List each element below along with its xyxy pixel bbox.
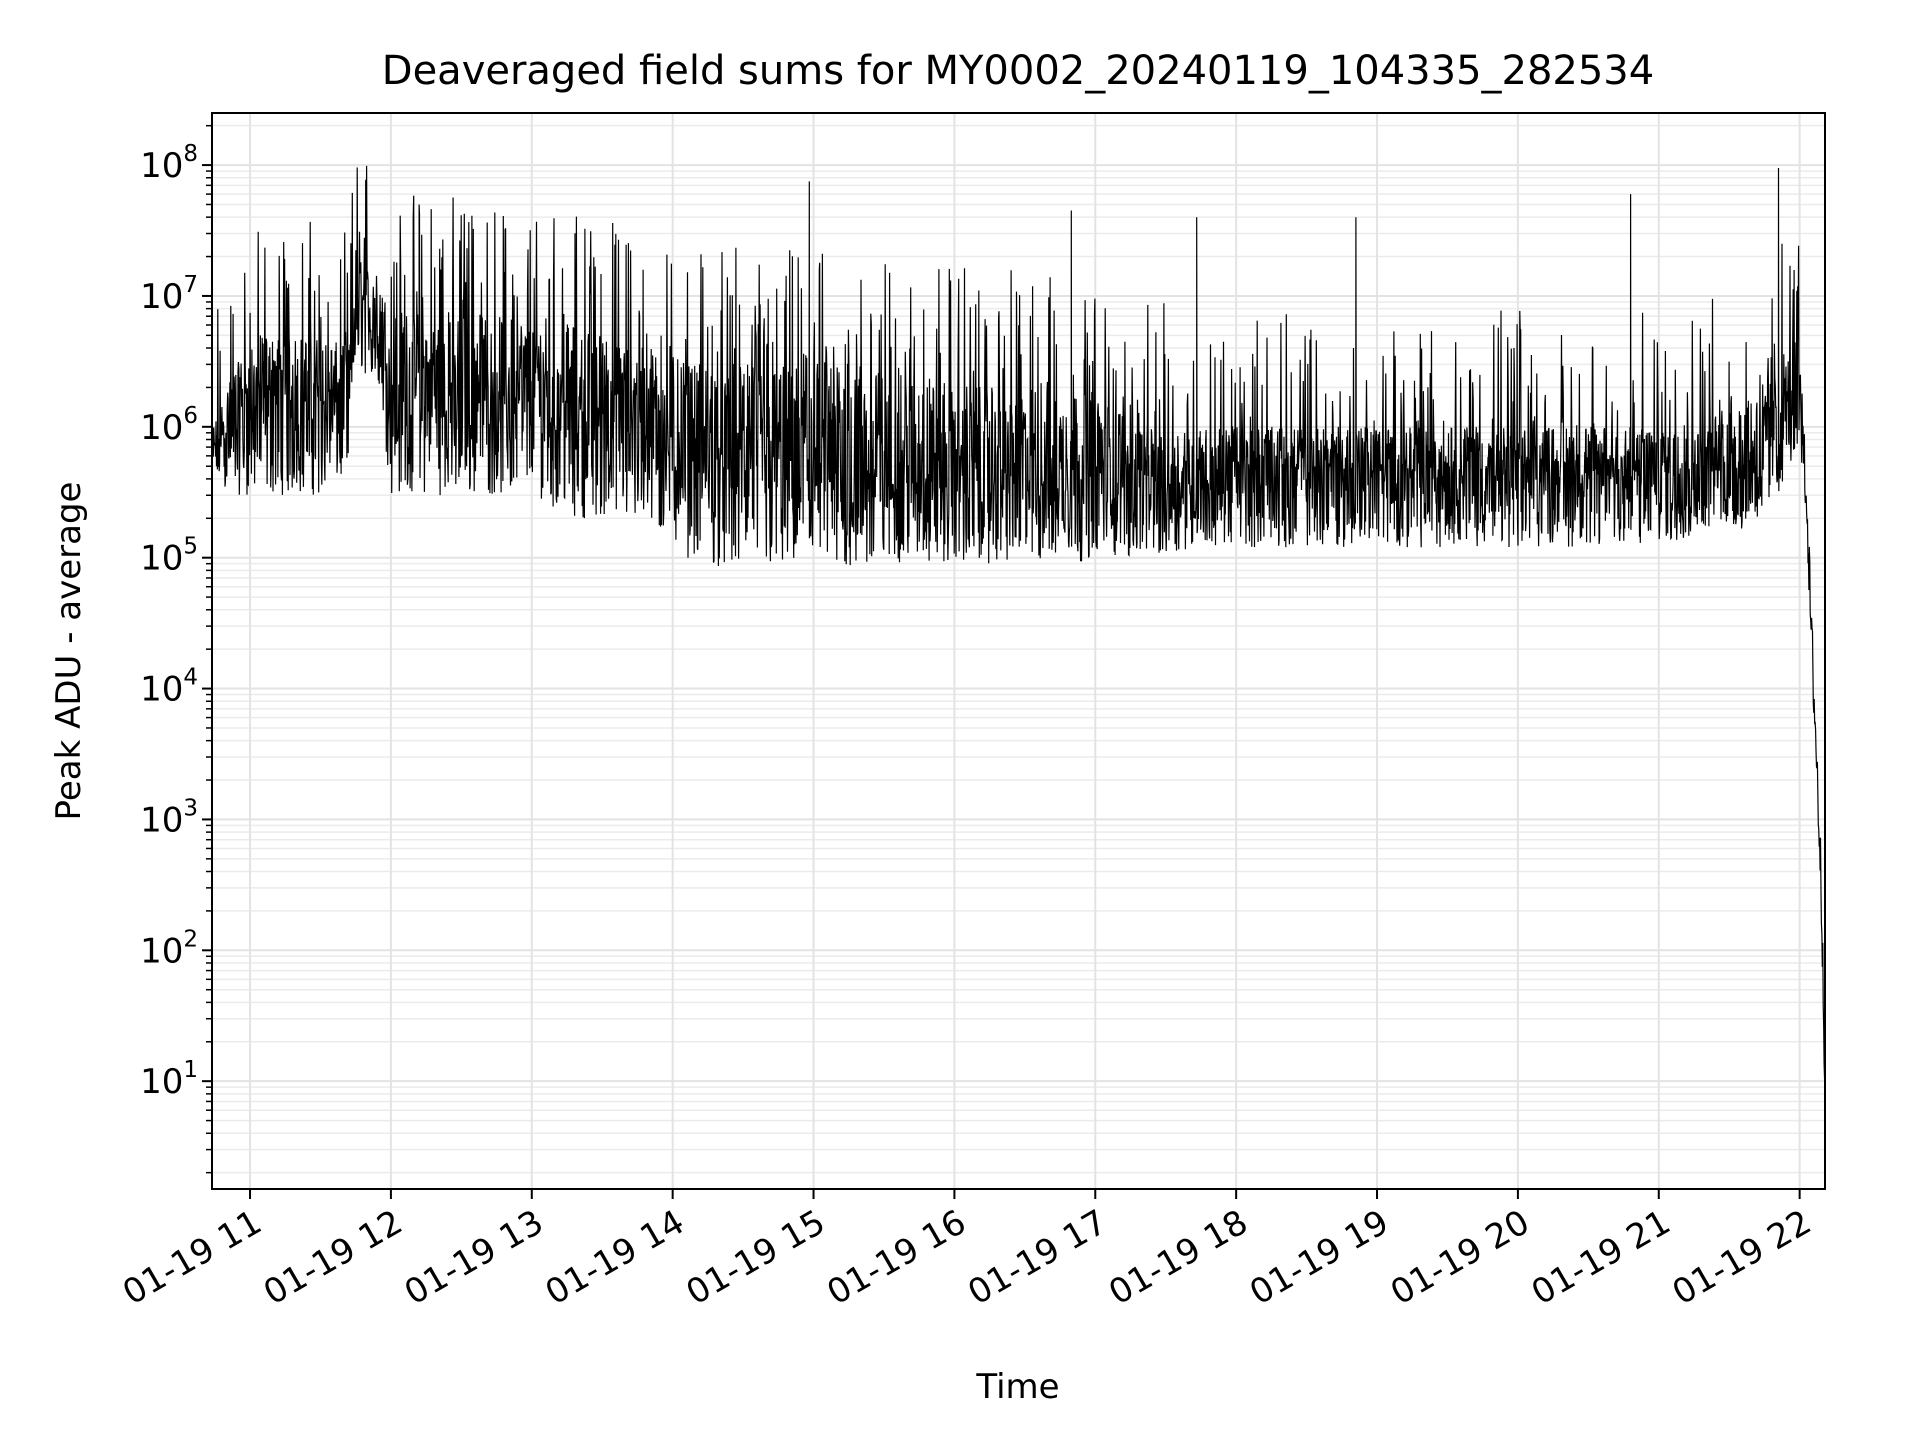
y-tick-label: 107 bbox=[140, 272, 198, 317]
grid-lines bbox=[212, 113, 1825, 1189]
data-series bbox=[212, 165, 1825, 1089]
x-axis-label: Time bbox=[975, 1367, 1059, 1407]
y-tick-label: 108 bbox=[140, 141, 198, 186]
y-tick-label: 104 bbox=[140, 665, 198, 710]
series-line bbox=[212, 165, 1825, 1089]
chart-title: Deaveraged field sums for MY0002_2024011… bbox=[382, 48, 1654, 94]
y-tick-label: 106 bbox=[140, 403, 198, 448]
y-tick-label: 101 bbox=[140, 1057, 198, 1102]
y-tick-label: 103 bbox=[140, 795, 198, 840]
y-tick-label: 102 bbox=[140, 926, 198, 971]
y-tick-label: 105 bbox=[140, 534, 198, 579]
plot-frame bbox=[211, 112, 1826, 1190]
y-axis-label: Peak ADU - average bbox=[49, 482, 89, 821]
